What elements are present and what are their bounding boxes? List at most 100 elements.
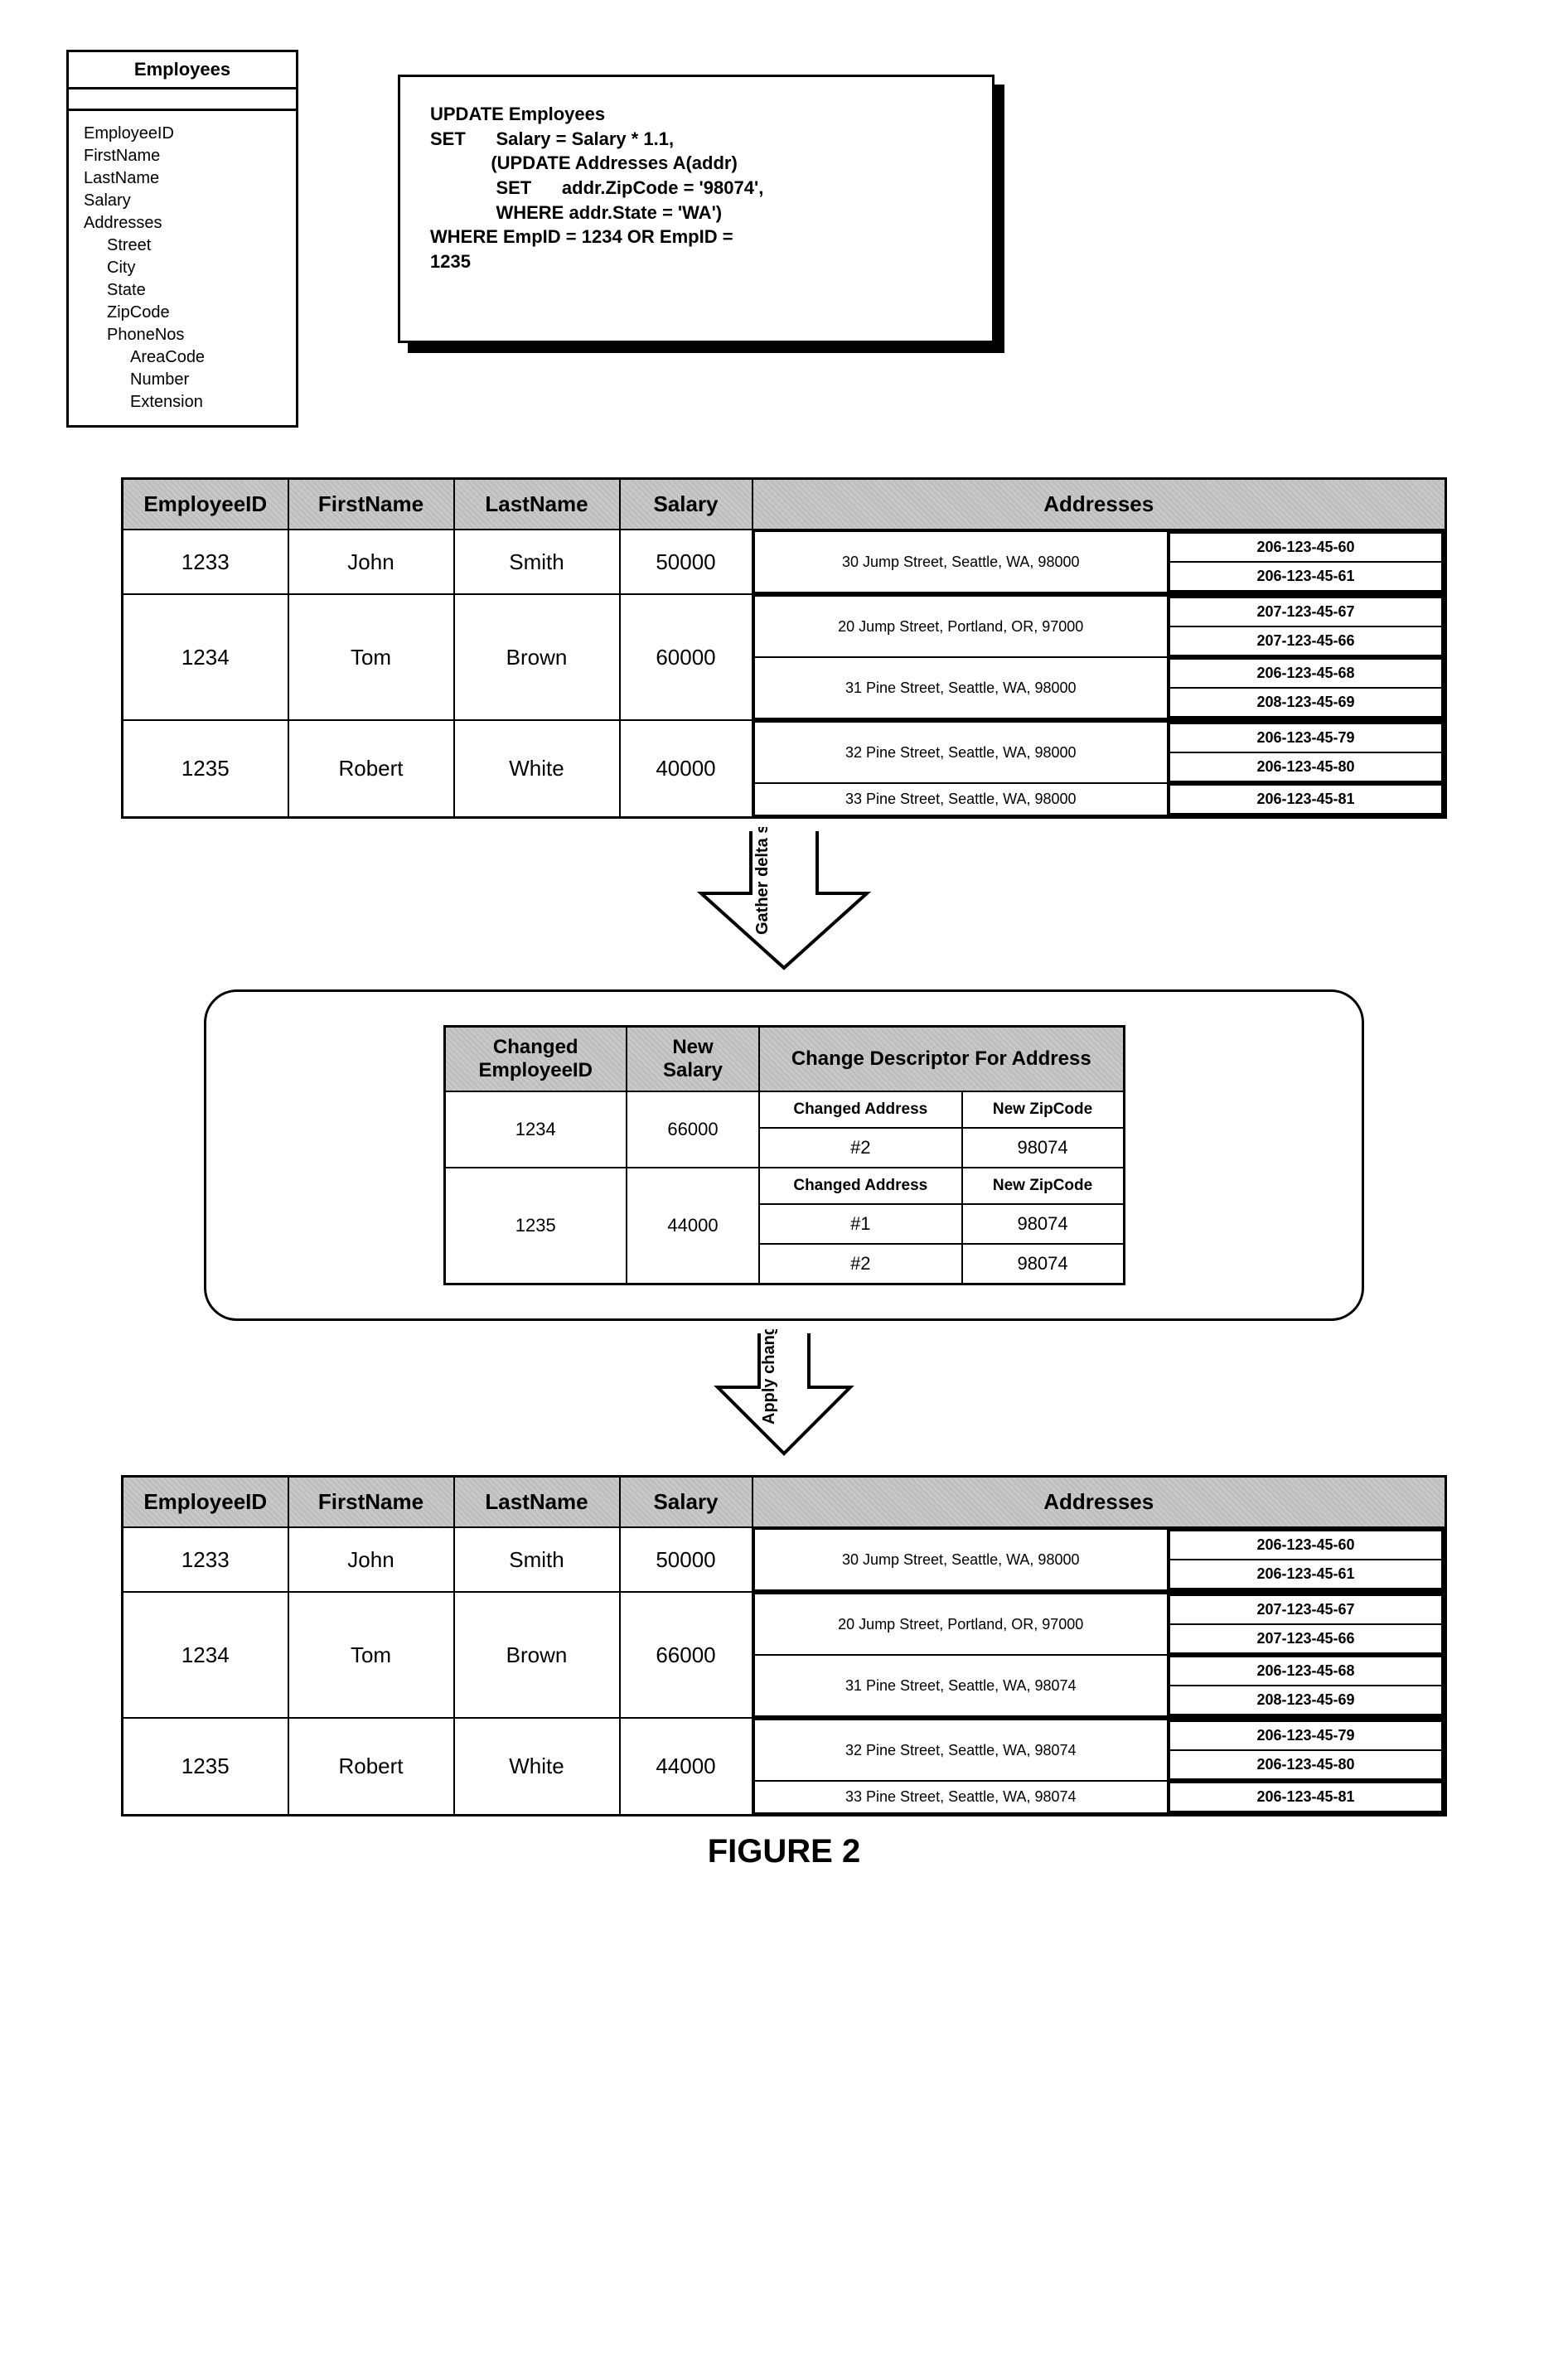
table-row: 1235RobertWhite4400032 Pine Street, Seat… xyxy=(123,1718,1446,1816)
cell-lastname: Smith xyxy=(454,1527,620,1592)
phone-text: 206-123-45-79 xyxy=(1169,723,1442,752)
phone-text: 206-123-45-61 xyxy=(1169,562,1442,591)
address-text: 20 Jump Street, Portland, OR, 97000 xyxy=(754,596,1169,657)
delta-frame: Changed EmployeeIDNew SalaryChange Descr… xyxy=(204,989,1364,1321)
cell-salary: 60000 xyxy=(620,594,753,720)
col-salary: Salary xyxy=(620,479,753,530)
address-text: 31 Pine Street, Seattle, WA, 98000 xyxy=(754,657,1169,718)
schema-blank xyxy=(69,89,296,111)
address-text: 30 Jump Street, Seattle, WA, 98000 xyxy=(754,531,1169,593)
schema-field: Extension xyxy=(84,391,281,414)
cell-firstname: Tom xyxy=(288,1592,454,1718)
cell-firstname: Robert xyxy=(288,1718,454,1816)
table-row: 1233JohnSmith5000030 Jump Street, Seattl… xyxy=(123,1527,1446,1592)
arrow-apply-changes: Apply changes xyxy=(66,1329,1502,1467)
schema-field: AreaCode xyxy=(84,346,281,369)
table-row: 1233JohnSmith5000030 Jump Street, Seattl… xyxy=(123,530,1446,594)
phone-text: 206-123-45-80 xyxy=(1169,752,1442,781)
cell-new-salary: 44000 xyxy=(627,1168,759,1284)
phone-text: 206-123-45-60 xyxy=(1169,1531,1442,1560)
schema-field: Addresses xyxy=(84,212,281,235)
sql-line: SET addr.ZipCode = '98074', xyxy=(430,177,763,198)
col-addresses: Addresses xyxy=(753,1477,1446,1528)
address-text: 31 Pine Street, Seattle, WA, 98074 xyxy=(754,1655,1169,1716)
schema-box: Employees EmployeeID FirstName LastName … xyxy=(66,50,298,428)
col-firstname: FirstName xyxy=(288,1477,454,1528)
phone-text: 206-123-45-60 xyxy=(1169,533,1442,562)
col-changed-empid: Changed EmployeeID xyxy=(444,1027,627,1092)
employee-table-after: EmployeeIDFirstNameLastNameSalaryAddress… xyxy=(66,1475,1502,1816)
cell-salary: 66000 xyxy=(620,1592,753,1718)
address-text: 30 Jump Street, Seattle, WA, 98000 xyxy=(754,1529,1169,1590)
cell-employee-id: 1233 xyxy=(123,1527,288,1592)
cell-salary: 50000 xyxy=(620,530,753,594)
cell-salary: 44000 xyxy=(620,1718,753,1816)
subhead-new-zipcode: New ZipCode xyxy=(962,1091,1124,1128)
schema-body: EmployeeID FirstName LastName Salary Add… xyxy=(69,111,296,425)
cell-lastname: White xyxy=(454,720,620,818)
col-lastname: LastName xyxy=(454,1477,620,1528)
cell-changed-empid: 1234 xyxy=(444,1091,627,1168)
table-row: 1234TomBrown6000020 Jump Street, Portlan… xyxy=(123,594,1446,720)
table-row: 1234TomBrown6600020 Jump Street, Portlan… xyxy=(123,1592,1446,1718)
phone-text: 206-123-45-61 xyxy=(1169,1560,1442,1589)
schema-field: EmployeeID xyxy=(84,123,281,145)
schema-field: PhoneNos xyxy=(84,324,281,346)
sql-line: 1235 xyxy=(430,251,471,272)
delta-row: 123544000Changed AddressNew ZipCode xyxy=(444,1168,1124,1204)
phone-text: 207-123-45-67 xyxy=(1169,1595,1442,1624)
phone-text: 206-123-45-81 xyxy=(1169,785,1442,814)
address-text: 33 Pine Street, Seattle, WA, 98074 xyxy=(754,1781,1169,1813)
phone-text: 207-123-45-66 xyxy=(1169,1624,1442,1653)
cell-changed-empid: 1235 xyxy=(444,1168,627,1284)
table-row: 1235RobertWhite4000032 Pine Street, Seat… xyxy=(123,720,1446,818)
schema-field: Street xyxy=(84,235,281,257)
cell-employee-id: 1233 xyxy=(123,530,288,594)
schema-field: FirstName xyxy=(84,145,281,167)
cell-firstname: Robert xyxy=(288,720,454,818)
arrow-gather-delta: Gather delta stream xyxy=(66,827,1502,981)
sql-line: WHERE EmpID = 1234 OR EmpID = xyxy=(430,226,733,247)
cell-salary: 40000 xyxy=(620,720,753,818)
cell-employee-id: 1235 xyxy=(123,720,288,818)
schema-field: Salary xyxy=(84,190,281,212)
cell-changed-address-num: #1 xyxy=(759,1204,962,1244)
col-employee-id: EmployeeID xyxy=(123,479,288,530)
col-addresses: Addresses xyxy=(753,479,1446,530)
schema-field: ZipCode xyxy=(84,302,281,324)
cell-new-zipcode: 98074 xyxy=(962,1244,1124,1284)
employee-table-before: EmployeeIDFirstNameLastNameSalaryAddress… xyxy=(66,477,1502,819)
cell-employee-id: 1234 xyxy=(123,594,288,720)
schema-field: State xyxy=(84,279,281,302)
cell-lastname: Brown xyxy=(454,1592,620,1718)
cell-firstname: John xyxy=(288,530,454,594)
cell-new-zipcode: 98074 xyxy=(962,1128,1124,1168)
schema-title: Employees xyxy=(69,52,296,89)
arrow-label: Apply changes xyxy=(760,1329,778,1425)
phone-text: 206-123-45-68 xyxy=(1169,1657,1442,1686)
sql-line: WHERE addr.State = 'WA') xyxy=(430,202,722,223)
sql-line: SET Salary = Salary * 1.1, xyxy=(430,128,674,149)
phone-text: 206-123-45-79 xyxy=(1169,1721,1442,1750)
cell-lastname: Brown xyxy=(454,594,620,720)
cell-employee-id: 1235 xyxy=(123,1718,288,1816)
cell-employee-id: 1234 xyxy=(123,1592,288,1718)
col-employee-id: EmployeeID xyxy=(123,1477,288,1528)
phone-text: 208-123-45-69 xyxy=(1169,1686,1442,1715)
cell-changed-address-num: #2 xyxy=(759,1244,962,1284)
arrow-label: Gather delta stream xyxy=(753,827,772,935)
cell-new-zipcode: 98074 xyxy=(962,1204,1124,1244)
col-firstname: FirstName xyxy=(288,479,454,530)
col-new-salary: New Salary xyxy=(627,1027,759,1092)
cell-firstname: Tom xyxy=(288,594,454,720)
col-change-descriptor: Change Descriptor For Address xyxy=(759,1027,1124,1092)
subhead-changed-address: Changed Address xyxy=(759,1091,962,1128)
col-lastname: LastName xyxy=(454,479,620,530)
address-text: 20 Jump Street, Portland, OR, 97000 xyxy=(754,1594,1169,1655)
phone-text: 206-123-45-68 xyxy=(1169,659,1442,688)
cell-new-salary: 66000 xyxy=(627,1091,759,1168)
phone-text: 208-123-45-69 xyxy=(1169,688,1442,717)
cell-lastname: White xyxy=(454,1718,620,1816)
delta-row: 123466000Changed AddressNew ZipCode xyxy=(444,1091,1124,1128)
col-salary: Salary xyxy=(620,1477,753,1528)
